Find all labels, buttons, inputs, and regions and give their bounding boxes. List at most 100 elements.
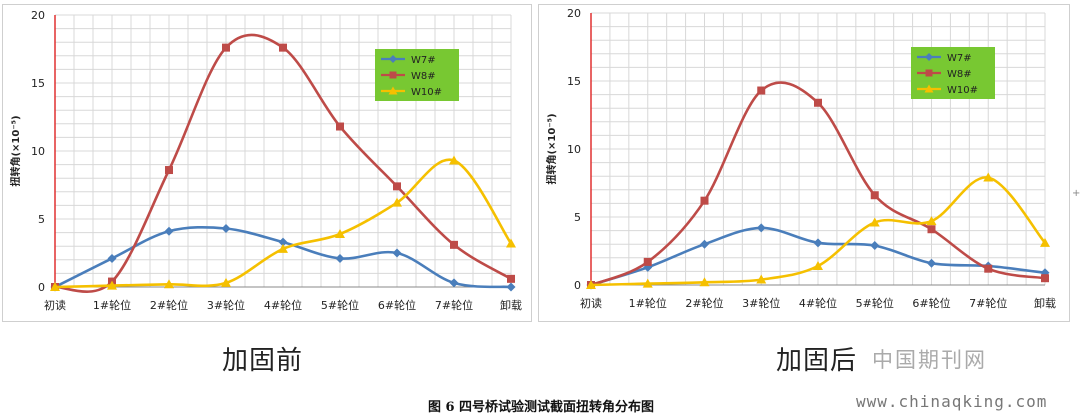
edge-mark: +	[1072, 188, 1081, 199]
x-tick-label: 2#轮位	[150, 298, 188, 312]
data-point-W8#	[450, 240, 458, 249]
data-point-W10#	[392, 197, 402, 207]
data-point-W10#	[813, 260, 823, 270]
data-point-W8#	[222, 43, 230, 52]
figure-caption: 图 6 四号桥试验测试截面扭转角分布图	[427, 400, 655, 415]
data-point-W7#	[449, 278, 459, 288]
data-point-W10#	[50, 282, 60, 291]
y-tick-label: 20	[567, 7, 581, 20]
x-tick-label: 7#轮位	[435, 298, 473, 312]
x-tick-label: 3#轮位	[207, 298, 245, 312]
data-point-W10#	[506, 238, 516, 248]
legend-marker	[389, 71, 397, 79]
legend-label: W8#	[947, 69, 972, 80]
data-point-W10#	[586, 280, 596, 289]
legend-marker	[925, 69, 933, 77]
data-point-W7#	[392, 248, 402, 258]
data-point-W7#	[700, 239, 709, 249]
data-point-W10#	[164, 279, 174, 289]
legend: W7# W8# W10#	[375, 49, 459, 101]
data-point-W7#	[278, 237, 288, 247]
legend-label: W10#	[411, 87, 442, 98]
data-point-W7#	[756, 223, 766, 233]
data-point-W7#	[506, 282, 516, 292]
x-tick-label: 5#轮位	[856, 296, 894, 310]
data-point-W8#	[336, 122, 344, 131]
data-point-W10#	[869, 217, 880, 227]
data-point-W10#	[1040, 237, 1050, 247]
data-point-W10#	[756, 274, 767, 284]
legend: W7# W8# W10#	[911, 47, 995, 99]
y-tick-label: 20	[31, 9, 45, 22]
data-point-W8#	[984, 264, 993, 273]
data-point-W8#	[870, 191, 879, 200]
series-line-W10#	[590, 176, 1046, 287]
y-tick-label: 10	[567, 143, 581, 156]
watermark-text: 中国期刊网	[872, 348, 987, 372]
data-point-W7#	[221, 224, 231, 234]
data-point-W8#	[700, 196, 709, 205]
x-tick-label: 6#轮位	[912, 296, 950, 310]
legend-label: W10#	[947, 85, 978, 96]
legend-marker	[389, 55, 397, 63]
data-point-W10#	[642, 278, 653, 288]
watermark-url: www.chinaqking.com	[856, 392, 1048, 411]
x-tick-label: 2#轮位	[685, 296, 723, 310]
data-point-W10#	[335, 228, 345, 238]
x-tick-label: 3#轮位	[742, 296, 780, 310]
data-point-W8#	[279, 43, 287, 52]
x-tick-label: 7#轮位	[969, 296, 1007, 310]
y-tick-label: 10	[31, 145, 45, 158]
data-point-W10#	[983, 172, 994, 182]
data-point-W8#	[757, 86, 766, 95]
legend-marker	[924, 84, 934, 93]
y-tick-label: 15	[31, 77, 45, 90]
data-point-W7#	[107, 253, 117, 263]
data-point-W7#	[164, 226, 174, 236]
data-point-W8#	[393, 182, 401, 191]
data-point-W7#	[335, 253, 345, 263]
chart-panel-before: 0 5 10 15 20 初读 1#轮位 2#轮位 3#轮位 4#轮位 5#轮位 6#轮位 7#轮位 卸载…	[2, 4, 532, 322]
series-line-W10#	[54, 158, 513, 289]
data-point-W8#	[165, 166, 173, 175]
y-tick-label: 0	[574, 279, 581, 292]
y-axis-label: 扭转角(×10⁻⁵)	[545, 113, 558, 184]
y-tick-label: 15	[567, 75, 581, 88]
data-point-W10#	[699, 277, 710, 287]
x-tick-label: 卸载	[500, 298, 522, 312]
grid	[54, 14, 512, 288]
y-tick-label: 0	[38, 281, 45, 294]
x-tick-label: 5#轮位	[321, 298, 359, 312]
legend-marker	[925, 53, 933, 61]
legend-marker	[388, 86, 398, 95]
x-tick-label: 6#轮位	[378, 298, 416, 312]
panel-title-before: 加固前	[222, 346, 304, 376]
legend-label: W7#	[411, 55, 436, 66]
data-point-W10#	[449, 155, 459, 165]
data-point-W7#	[927, 258, 936, 268]
y-axis-label: 扭转角(×10⁻⁵)	[9, 115, 22, 186]
data-point-W8#	[643, 257, 652, 266]
y-tick-label: 5	[574, 211, 581, 224]
data-point-W10#	[278, 243, 288, 253]
chart-before-svg: 0 5 10 15 20 初读 1#轮位 2#轮位 3#轮位 4#轮位 5#轮位 6#轮位 7#轮位 卸载…	[9, 9, 522, 312]
panel-title-after: 加固后	[776, 346, 858, 376]
chart-after-svg: 0 5 10 15 20 初读 1#轮位 2#轮位 3#轮位 4#轮位 5#轮位 6#轮位 7#轮位 卸载…	[545, 7, 1056, 310]
data-point-W7#	[813, 238, 823, 248]
data-point-W8#	[927, 225, 936, 234]
data-point-W10#	[221, 277, 231, 287]
y-tick-label: 5	[38, 213, 45, 226]
x-tick-label: 1#轮位	[629, 296, 667, 310]
x-tick-label: 卸载	[1034, 296, 1056, 310]
data-point-W10#	[107, 280, 117, 290]
data-point-W8#	[1041, 274, 1049, 283]
x-tick-label: 4#轮位	[264, 298, 302, 312]
x-tick-label: 初读	[580, 296, 602, 310]
data-point-W10#	[926, 216, 937, 226]
data-point-W8#	[814, 98, 822, 107]
legend-label: W8#	[411, 71, 436, 82]
legend-label: W7#	[947, 53, 972, 64]
chart-panel-after: 0 5 10 15 20 初读 1#轮位 2#轮位 3#轮位 4#轮位 5#轮位 6#轮位 7#轮位 卸载…	[538, 4, 1070, 322]
x-tick-label: 4#轮位	[799, 296, 837, 310]
data-point-W8#	[507, 274, 515, 283]
